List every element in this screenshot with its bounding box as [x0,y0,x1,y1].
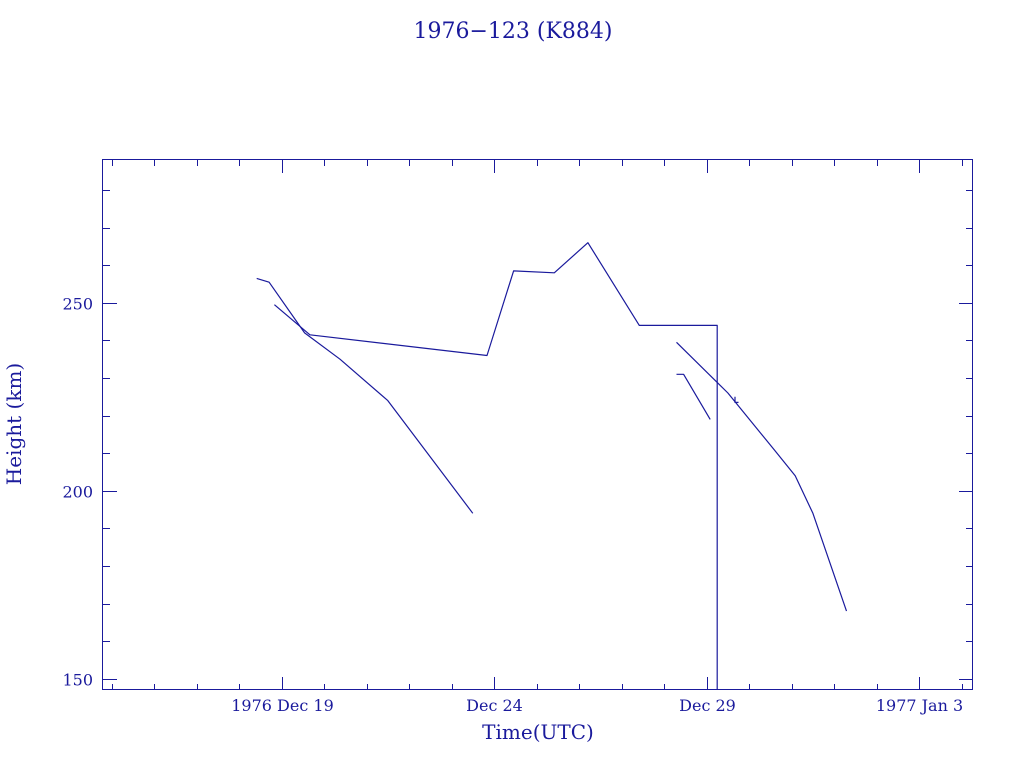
series-line-1 [256,277,474,514]
y-tick-label: 250 [62,295,93,314]
y-axis-label: Height (km) [2,363,26,485]
series-line-3 [676,373,711,420]
series-line-4 [676,341,848,612]
y-axis-tick-labels: 150 200 250 [62,295,93,690]
plot-frame [102,159,973,690]
y-axis-ticks [103,190,973,680]
x-axis-ticks [112,160,963,690]
chart-title: 1976−123 (K884) [414,19,613,44]
series-line-2 [274,242,718,690]
series-group [256,242,848,690]
series-line-5 [734,396,739,403]
x-tick-label: 1977 Jan 3 [876,696,963,715]
x-tick-label: 1976 Dec 19 [231,696,334,715]
y-tick-label: 200 [62,483,93,502]
x-axis-label: Time(UTC) [482,720,594,744]
x-tick-label: Dec 24 [466,696,523,715]
y-tick-label: 150 [62,671,93,690]
x-tick-label: Dec 29 [679,696,736,715]
x-axis-tick-labels: 1976 Dec 19 Dec 24 Dec 29 1977 Jan 3 [231,696,963,715]
